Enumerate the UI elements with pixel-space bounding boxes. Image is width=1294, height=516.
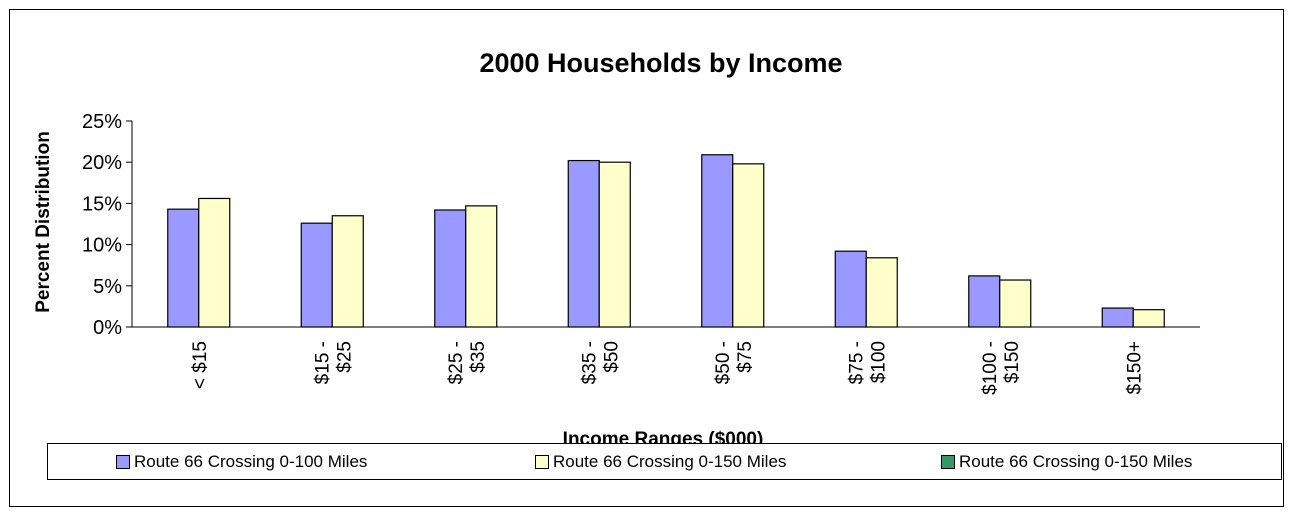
bar-series-2 [331, 215, 364, 328]
bar-series-1 [434, 209, 467, 328]
legend-item-series-2: Route 66 Crossing 0-150 Miles [535, 444, 786, 479]
y-tick-label: 15% [82, 193, 122, 215]
x-tick-label: $75 [735, 341, 756, 373]
y-tick-label: 0% [93, 317, 122, 339]
x-tick-label: $25 - [446, 341, 467, 384]
bar-series-1 [567, 159, 600, 328]
x-tick-label: $35 [468, 341, 489, 373]
bar-series-2 [465, 205, 498, 328]
bar-series-1 [300, 222, 333, 328]
bar-series-1 [701, 154, 734, 328]
legend-label-series-3: Route 66 Crossing 0-150 Miles [959, 451, 1193, 471]
bar-series-2 [999, 279, 1032, 328]
bar-series-2 [198, 197, 231, 328]
x-tick-label: $75 - [846, 341, 867, 384]
x-tick-label: $25 [334, 341, 355, 373]
y-tick-label: 10% [82, 235, 122, 257]
x-tick-label: $50 [601, 341, 622, 373]
bar-series-2 [598, 161, 631, 328]
x-tick-label: $150 [1002, 341, 1023, 383]
x-tick-label: $50 - [713, 341, 734, 384]
x-tick-label: $100 - [980, 341, 1001, 395]
bar-series-1 [834, 250, 867, 328]
legend-item-series-3: Route 66 Crossing 0-150 Miles [941, 444, 1192, 479]
bar-series-1 [167, 208, 200, 328]
x-tick-label: $100 [868, 341, 889, 383]
y-tick-label: 20% [82, 152, 122, 174]
bar-series-2 [865, 257, 898, 328]
legend-swatch-series-1 [116, 454, 130, 469]
x-tick-label: $150+ [1124, 341, 1145, 394]
x-tick-label: $15 - [312, 341, 333, 384]
y-tick-label: 5% [93, 276, 122, 298]
bar-series-1 [1101, 307, 1134, 328]
bar-series-2 [1132, 309, 1165, 328]
y-axis-label: Percent Distribution [33, 131, 54, 313]
legend: Route 66 Crossing 0-100 Miles Route 66 C… [47, 443, 1282, 480]
bar-series-2 [732, 163, 765, 328]
bar-series-1 [968, 275, 1001, 328]
x-tick-label: $35 - [579, 341, 600, 384]
x-tick-label: < $15 [190, 341, 211, 389]
legend-swatch-series-2 [535, 454, 549, 469]
legend-item-series-1: Route 66 Crossing 0-100 Miles [116, 444, 367, 479]
legend-label-series-2: Route 66 Crossing 0-150 Miles [553, 451, 787, 471]
legend-swatch-series-3 [941, 454, 955, 469]
legend-label-series-1: Route 66 Crossing 0-100 Miles [134, 451, 368, 471]
y-tick-label: 25% [82, 111, 122, 133]
chart-title: 2000 Households by Income [479, 48, 842, 78]
